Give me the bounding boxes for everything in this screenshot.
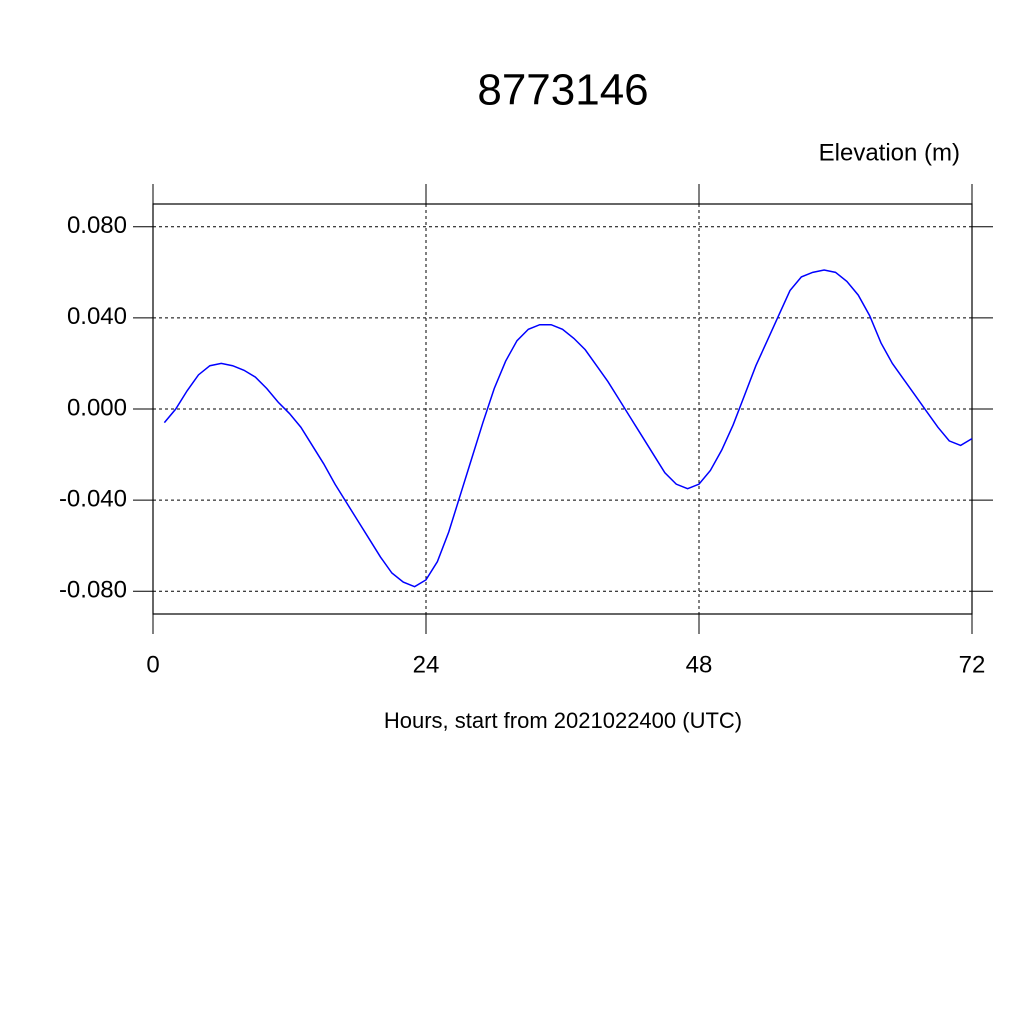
subtitle: Elevation (m)	[819, 139, 960, 166]
data-line	[163, 269, 973, 588]
chart-title: 8773146	[477, 66, 648, 115]
y-tick-label: 0.000	[67, 394, 127, 421]
x-axis-label: Hours, start from 2021022400 (UTC)	[384, 708, 742, 733]
x-tick-label: 0	[146, 651, 159, 678]
y-tick-label: -0.040	[59, 485, 127, 512]
x-tick-label: 24	[413, 651, 440, 678]
x-tick-label: 72	[959, 651, 986, 678]
y-tick-label: 0.040	[67, 303, 127, 330]
y-tick-label: -0.080	[59, 577, 127, 604]
x-tick-label: 48	[686, 651, 713, 678]
y-tick-label: 0.080	[67, 212, 127, 239]
